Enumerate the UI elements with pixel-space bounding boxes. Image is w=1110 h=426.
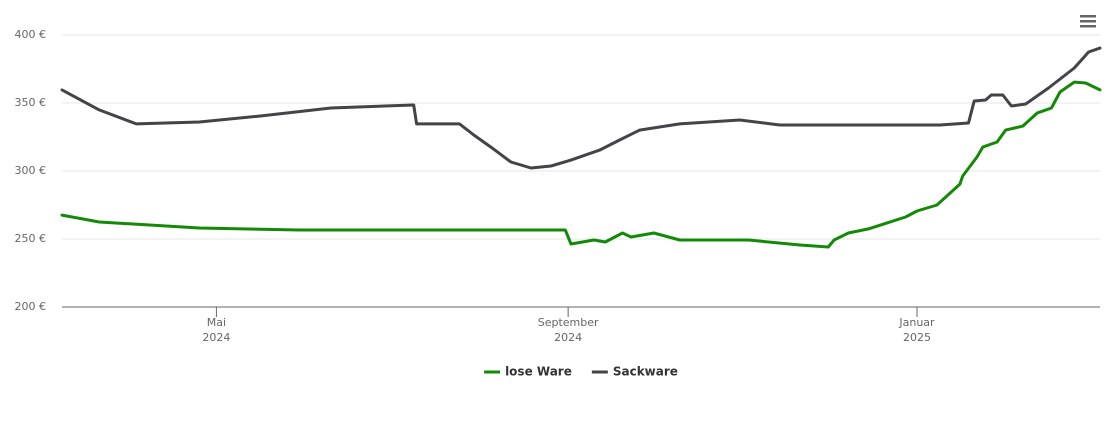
- y-tick-label: 200 €: [15, 300, 47, 313]
- legend-item[interactable]: lose Ware: [484, 365, 572, 379]
- series-line: [60, 80, 1102, 249]
- x-tick-label: Januar: [898, 316, 935, 329]
- legend-label: lose Ware: [505, 365, 572, 379]
- x-tick-year: 2024: [202, 331, 230, 344]
- legend: lose Ware Sackware: [484, 365, 678, 379]
- menu-bar: [1080, 20, 1096, 23]
- legend-label: Sackware: [613, 365, 678, 379]
- series-line: [60, 46, 1102, 170]
- x-tick-label: September: [538, 316, 599, 329]
- y-tick-label: 250 €: [15, 232, 47, 245]
- y-tick-label: 350 €: [15, 96, 47, 109]
- x-tick-year: 2025: [903, 331, 931, 344]
- y-tick-label: 300 €: [15, 164, 47, 177]
- menu-button[interactable]: [1080, 15, 1096, 28]
- menu-bar: [1080, 25, 1096, 28]
- y-tick-label: 400 €: [15, 28, 47, 41]
- legend-item[interactable]: Sackware: [591, 365, 678, 379]
- menu-bar: [1080, 15, 1096, 18]
- x-tick-label: Mai: [207, 316, 226, 329]
- x-tick-year: 2024: [554, 331, 582, 344]
